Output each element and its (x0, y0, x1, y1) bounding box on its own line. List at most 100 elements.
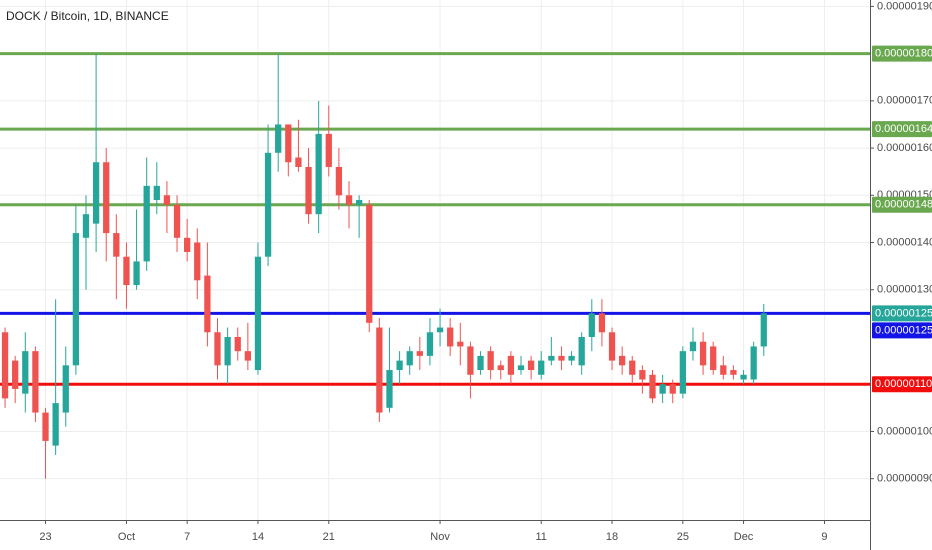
level-label-box (872, 45, 932, 62)
chart-title: DOCK / Bitcoin, 1D, BINANCE (6, 9, 169, 23)
candle-body (497, 365, 504, 371)
candle-body (163, 195, 171, 205)
x-tick-label: 7 (184, 531, 190, 543)
candle-body (264, 152, 272, 257)
level-label-box (872, 322, 932, 339)
level-label-box (872, 196, 932, 213)
candle-body (285, 124, 292, 163)
candle-body (204, 275, 211, 333)
y-tick-label: 0.00000160 (877, 142, 932, 154)
level-label: 0.00000180 (875, 48, 932, 60)
candle-body (295, 157, 302, 167)
candle-body (629, 360, 636, 375)
x-tick-label: Nov (430, 531, 450, 543)
candle-body (517, 365, 525, 371)
candle-body (234, 336, 241, 352)
candle-body (72, 233, 80, 366)
candle-body (639, 370, 646, 380)
x-tick-label: 14 (252, 531, 264, 543)
candle-body (173, 204, 181, 238)
candle-body (477, 355, 484, 371)
candle-body (396, 360, 403, 371)
axes: 0.00000090 0.00000100 0.00000130 0.00000140… (39, 0, 932, 543)
candle-body (133, 261, 140, 286)
candle-body (153, 185, 160, 201)
candle-body (1, 332, 9, 399)
candle-body (710, 346, 717, 371)
y-tick-label: 0.00000140 (877, 236, 932, 248)
y-tick-label: 0.00000190 (877, 0, 932, 12)
candle-body (214, 332, 221, 366)
x-tick-label: 25 (677, 531, 689, 543)
candle-body (548, 355, 555, 361)
y-tick-label: 0.00000100 (877, 425, 932, 437)
candle-body (366, 204, 373, 323)
y-tick-label: 0.00000090 (877, 473, 932, 485)
candle-body (730, 370, 737, 375)
candle-body (254, 256, 262, 371)
candle-body (558, 355, 565, 361)
candle-body (12, 360, 19, 389)
x-tick-label: 9 (821, 531, 827, 543)
candle-body (507, 355, 515, 375)
candle-body (305, 166, 312, 215)
candle-body (315, 133, 322, 215)
candle-body (598, 313, 606, 333)
candle-body (457, 341, 464, 347)
candle-body (82, 214, 90, 238)
candle-body (568, 355, 575, 361)
candle-body (720, 365, 727, 375)
candle-body (699, 341, 707, 366)
x-tick-label: Dec (734, 531, 754, 543)
x-tick-label: 23 (39, 531, 51, 543)
candle-body (750, 346, 757, 380)
candle-body (760, 313, 767, 347)
level-label: 0.00000110 (875, 378, 932, 390)
candle-body (244, 351, 251, 361)
candle-body (588, 313, 595, 337)
grid (0, 0, 870, 520)
y-tick-label: 0.00000130 (877, 284, 932, 296)
last-price-box (872, 305, 932, 322)
candle-body (578, 336, 585, 366)
candle-body (619, 355, 626, 366)
candle-body (447, 327, 454, 347)
candle-body (52, 403, 59, 446)
candle-body (275, 124, 282, 153)
x-tick-label: 21 (323, 531, 335, 543)
candle-body (42, 412, 49, 441)
candle-body (335, 166, 343, 196)
x-tick-label: 18 (606, 531, 618, 543)
candle-body (487, 351, 494, 371)
candle-body (123, 256, 130, 286)
x-tick-label: 11 (536, 531, 547, 543)
candle-body (527, 360, 535, 371)
candle-body (184, 237, 191, 252)
level-label: 0.00000125 (875, 324, 932, 336)
candle-body (143, 185, 150, 262)
candle-body (355, 200, 363, 205)
candle-body (467, 346, 474, 375)
candle-body (32, 351, 39, 413)
candle-body (113, 233, 120, 257)
level-label-box (872, 376, 932, 393)
level-label: 0.00000164 (875, 123, 932, 135)
candle-body (376, 327, 383, 413)
candle-body (406, 351, 413, 366)
candle-body (92, 162, 100, 224)
candle-body (659, 384, 666, 394)
y-tick-label: 0.00000170 (877, 95, 932, 107)
candle-body (194, 242, 201, 281)
candle-body (649, 374, 656, 399)
level-label: 0.00000148 (875, 199, 932, 211)
candles (1, 53, 767, 479)
candle-body (740, 374, 747, 380)
candle-body (345, 195, 353, 205)
level-label-box (872, 121, 932, 138)
candle-body (608, 332, 616, 361)
candle-body (689, 341, 697, 352)
candle-body (679, 351, 686, 394)
